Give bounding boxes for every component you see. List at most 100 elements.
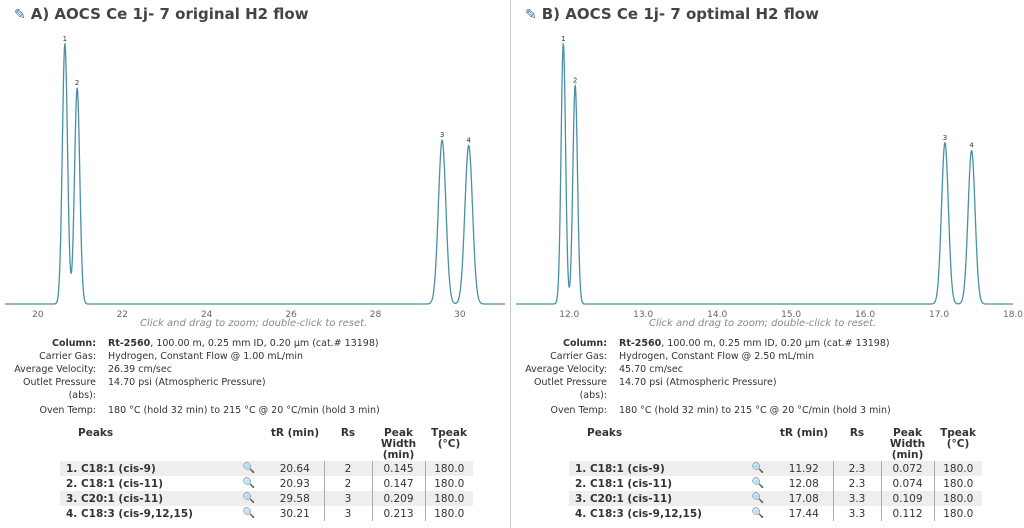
x-tick-label: 26 <box>285 310 297 320</box>
retention-time: 20.64 <box>266 461 325 476</box>
header-peaks: Peaks <box>78 427 114 439</box>
zoom-hint: Click and drag to zoom; double-click to … <box>140 318 368 329</box>
peak-name: 1. C18:1 (cis-9) <box>569 461 741 476</box>
chromatogram[interactable]: 1 2 3 4 20 22 24 26 28 30 <box>0 30 506 330</box>
oven-label: Oven Temp: <box>550 405 607 416</box>
resolution: 2 <box>324 461 373 476</box>
magnifier-icon[interactable]: 🔍 <box>242 508 256 519</box>
pencil-icon[interactable]: ✎ <box>14 7 26 23</box>
resolution: 2 <box>324 476 373 491</box>
table-row: 1. C18:1 (cis-9) 🔍 20.64 2 0.145 180.0 <box>60 461 473 476</box>
table-row: 3. C20:1 (cis-11) 🔍 17.08 3.3 0.109 180.0 <box>569 491 982 506</box>
peak-width: 0.209 <box>372 491 426 506</box>
panel-b: ✎ B) AOCS Ce 1j- 7 optimal H2 flow 1 2 3 4 12… <box>510 0 1024 528</box>
oven-label: Oven Temp: <box>39 405 96 416</box>
peak-temp: 180.0 <box>434 507 465 520</box>
x-tick-label: 14.0 <box>707 310 727 320</box>
peak-width: 0.145 <box>372 461 426 476</box>
peak-name: 2. C18:1 (cis-11) <box>575 477 673 490</box>
velocity-label: Average Velocity: <box>525 364 607 375</box>
header-tr: tR (min) <box>779 427 829 439</box>
peak-name: 2. C18:1 (cis-11) <box>66 477 164 490</box>
peak-name: 3. C20:1 (cis-11) <box>60 491 232 506</box>
magnifier-icon[interactable]: 🔍 <box>751 508 765 519</box>
chromatogram[interactable]: 1 2 3 4 12.0 13.0 14.0 15.0 16.0 17.0 18.0 <box>511 30 1024 330</box>
velocity-label: Average Velocity: <box>14 364 96 375</box>
chromatogram-trace <box>516 41 1013 305</box>
peak-label: 2 <box>75 79 79 87</box>
velocity-value: 45.70 cm/sec <box>619 364 683 375</box>
retention-time: 30.21 <box>266 506 325 521</box>
pressure-label: Outlet Pressure (abs): <box>22 377 96 401</box>
peak-temp: 180.0 <box>943 507 974 520</box>
retention-time: 12.08 <box>775 476 834 491</box>
x-tick-label: 15.0 <box>781 310 801 320</box>
peak-temp: 180.0 <box>425 461 473 476</box>
x-tick-label: 13.0 <box>633 310 653 320</box>
table-row: 2. C18:1 (cis-11) 🔍 12.08 2.3 0.074 180.0 <box>569 476 982 491</box>
peak-name: 3. C20:1 (cis-11) <box>569 491 741 506</box>
column-name: Rt-2560 <box>619 338 662 349</box>
chart-title: ✎ B) AOCS Ce 1j- 7 optimal H2 flow <box>525 5 819 23</box>
retention-time: 29.58 <box>266 491 325 506</box>
chromatogram-trace <box>5 42 505 305</box>
table-row: 1. C18:1 (cis-9) 🔍 11.92 2.3 0.072 180.0 <box>569 461 982 476</box>
header-width: Peak Width (min) <box>380 427 417 461</box>
header-peaks: Peaks <box>587 427 623 439</box>
column-value: , 100.00 m, 0.25 mm ID, 0.20 µm (cat.# 1… <box>661 338 890 349</box>
x-tick-label: 24 <box>201 310 213 320</box>
x-tick-label: 20 <box>32 310 44 320</box>
column-label: Column: <box>52 338 96 349</box>
peak-width: 0.074 <box>881 476 935 491</box>
peak-label: 3 <box>440 131 444 139</box>
retention-time: 17.08 <box>775 491 834 506</box>
x-tick-label: 12.0 <box>559 310 579 320</box>
magnifier-icon[interactable]: 🔍 <box>232 491 266 506</box>
column-label: Column: <box>563 338 607 349</box>
magnifier-icon[interactable]: 🔍 <box>741 491 775 506</box>
column-value: , 100.00 m, 0.25 mm ID, 0.20 µm (cat.# 1… <box>150 338 379 349</box>
peak-temp: 180.0 <box>934 461 982 476</box>
x-tick-label: 18.0 <box>1003 310 1023 320</box>
x-tick-label: 28 <box>370 310 382 320</box>
peak-width: 0.213 <box>372 506 426 521</box>
resolution: 3.3 <box>833 506 882 521</box>
peak-label: 1 <box>561 35 565 43</box>
peak-temp: 180.0 <box>943 477 974 490</box>
magnifier-icon[interactable]: 🔍 <box>232 461 266 476</box>
resolution: 2.3 <box>833 476 882 491</box>
peak-name: 1. C18:1 (cis-9) <box>60 461 232 476</box>
peak-label: 3 <box>943 134 947 142</box>
peak-name: 4. C18:3 (cis-9,12,15) <box>66 507 193 520</box>
peak-temp: 180.0 <box>425 491 473 506</box>
carrier-value: Hydrogen, Constant Flow @ 2.50 mL/min <box>619 351 815 362</box>
table-row: 4. C18:3 (cis-9,12,15) 🔍 30.21 3 0.213 180.0 <box>60 506 473 521</box>
x-tick-label: 16.0 <box>855 310 875 320</box>
retention-time: 11.92 <box>775 461 834 476</box>
header-tpeak: Tpeak (°C) <box>940 427 976 450</box>
title-text: A) AOCS Ce 1j- 7 original H2 flow <box>30 5 309 23</box>
carrier-value: Hydrogen, Constant Flow @ 1.00 mL/min <box>108 351 304 362</box>
header-tpeak: Tpeak (°C) <box>431 427 467 450</box>
pressure-label: Outlet Pressure (abs): <box>533 377 607 401</box>
peak-width: 0.072 <box>881 461 935 476</box>
pressure-value: 14.70 psi (Atmospheric Pressure) <box>619 377 777 388</box>
peak-temp: 180.0 <box>934 491 982 506</box>
peak-label: 4 <box>466 136 471 144</box>
magnifier-icon[interactable]: 🔍 <box>751 478 765 489</box>
header-rs: Rs <box>340 427 356 439</box>
peak-width: 0.147 <box>372 476 426 491</box>
title-text: B) AOCS Ce 1j- 7 optimal H2 flow <box>541 5 819 23</box>
magnifier-icon[interactable]: 🔍 <box>242 478 256 489</box>
method-info: Column: Rt-2560, 100.00 m, 0.25 mm ID, 0.… <box>519 337 891 417</box>
carrier-label: Carrier Gas: <box>39 351 96 362</box>
peak-temp: 180.0 <box>434 477 465 490</box>
chart-title: ✎ A) AOCS Ce 1j- 7 original H2 flow <box>14 5 309 23</box>
magnifier-icon[interactable]: 🔍 <box>741 461 775 476</box>
method-info: Column: Rt-2560, 100.00 m, 0.25 mm ID, 0.… <box>8 337 380 417</box>
pencil-icon[interactable]: ✎ <box>525 7 537 23</box>
table-row: 3. C20:1 (cis-11) 🔍 29.58 3 0.209 180.0 <box>60 491 473 506</box>
pressure-value: 14.70 psi (Atmospheric Pressure) <box>108 377 266 388</box>
resolution: 3 <box>324 506 373 521</box>
